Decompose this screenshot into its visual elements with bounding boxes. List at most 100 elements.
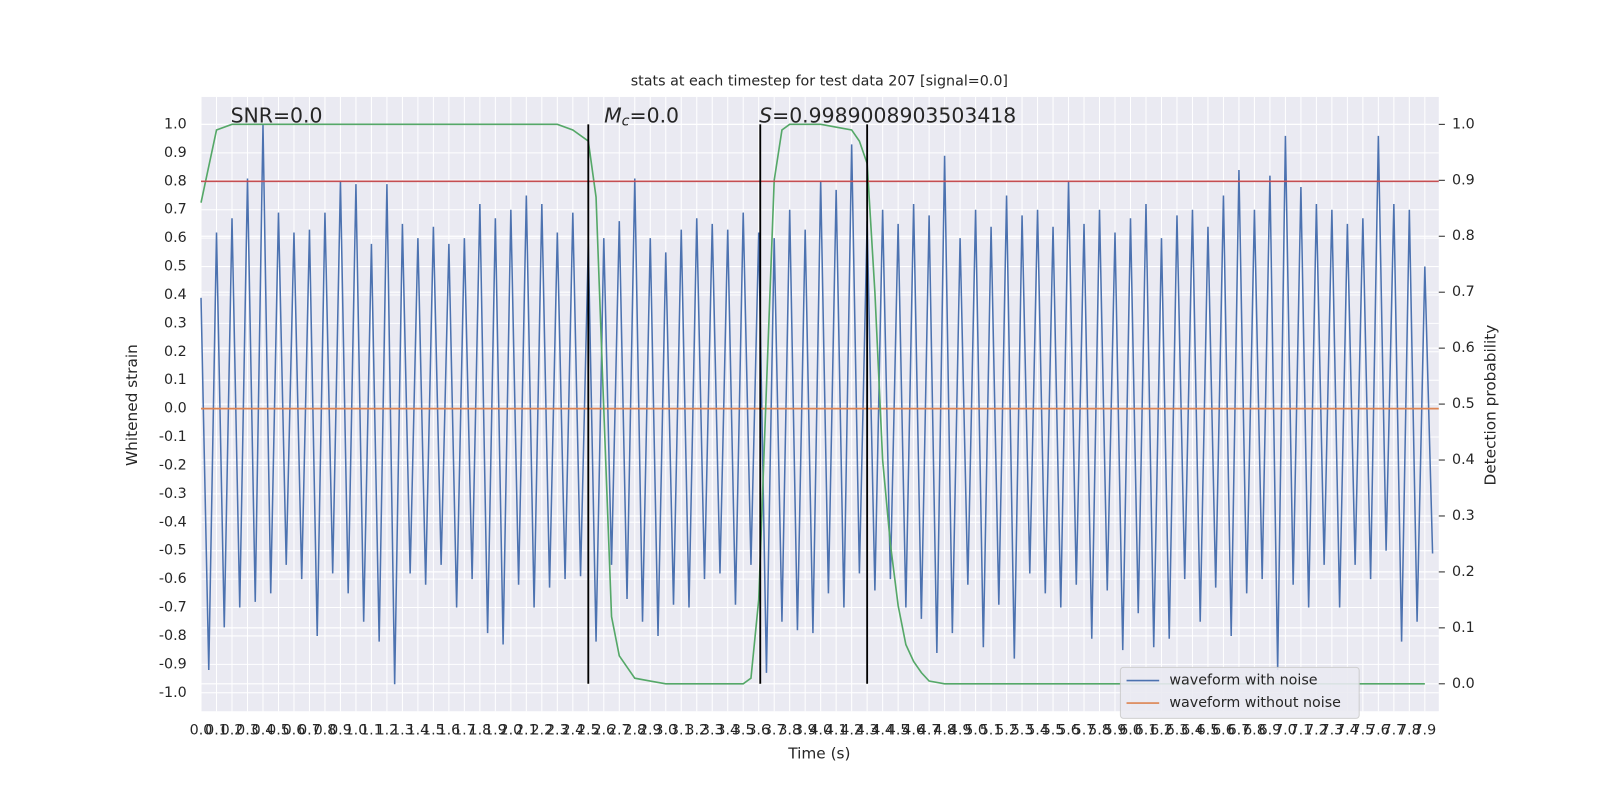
- x-tick-label: 4.5: [887, 723, 910, 739]
- axes: 0.00.10.20.30.40.50.60.70.80.91.01.11.21…: [159, 116, 1475, 738]
- annotation-mc: Mc=0.0: [604, 103, 679, 129]
- y2-tick-label: 0.6: [1452, 340, 1475, 356]
- marks: [200, 123, 1439, 685]
- legend: waveform with noise waveform without nois…: [1119, 666, 1360, 719]
- x-tick-label: 5.0: [964, 723, 987, 739]
- x-tick-label: 7.6: [1367, 723, 1390, 739]
- annotation-s: S=0.9989008903503418: [759, 103, 1016, 127]
- x-tick-label: 0.0: [190, 723, 213, 739]
- x-tick-label: 6.4: [1181, 723, 1204, 739]
- y-tick-label: -0.1: [159, 429, 187, 445]
- x-tick-label: 6.3: [1166, 723, 1189, 739]
- y2-tick-label: 0.1: [1452, 620, 1475, 636]
- x-tick-label: 3.3: [701, 723, 724, 739]
- x-tick-label: 5.9: [1104, 723, 1127, 739]
- x-tick-label: 4.1: [825, 723, 848, 739]
- x-tick-label: 2.1: [515, 723, 538, 739]
- y-tick-label: 0.7: [164, 202, 187, 218]
- x-tick-label: 5.1: [980, 723, 1003, 739]
- y-tick-label: 0.8: [164, 173, 187, 189]
- s-symbol: S: [759, 103, 772, 127]
- x-tick-label: 6.2: [1150, 723, 1173, 739]
- y-tick-label: -1.0: [159, 685, 187, 701]
- x-tick-label: 1.0: [345, 723, 368, 739]
- x-tick-label: 0.8: [314, 723, 337, 739]
- y-tick-label: 0.5: [164, 259, 187, 275]
- y-tick-label: -0.8: [159, 628, 187, 644]
- x-tick-label: 3.8: [778, 723, 801, 739]
- y-tick-label: -0.5: [159, 543, 187, 559]
- series-line: [200, 124, 1434, 685]
- y-tick-label: 0.9: [164, 145, 187, 161]
- x-tick-label: 7.5: [1352, 723, 1375, 739]
- y2-tick-label: 1.0: [1452, 116, 1475, 132]
- x-tick-label: 3.9: [794, 723, 817, 739]
- x-tick-label: 5.8: [1088, 723, 1111, 739]
- x-tick-label: 6.8: [1243, 723, 1266, 739]
- y2-tick-label: 0.3: [1452, 508, 1475, 524]
- x-tick-label: 3.1: [670, 723, 693, 739]
- y-tick-label: -0.2: [159, 457, 187, 473]
- mc-text: =0.0: [630, 103, 680, 127]
- y-axis-label: Whitened strain: [123, 344, 141, 466]
- x-tick-label: 4.0: [809, 723, 832, 739]
- chart-title: stats at each timestep for test data 207…: [631, 74, 1008, 90]
- legend-label: waveform without noise: [1169, 695, 1341, 711]
- x-tick-label: 1.3: [391, 723, 414, 739]
- x-tick-label: 6.7: [1228, 723, 1251, 739]
- y2-tick-label: 0.2: [1452, 564, 1475, 580]
- s-text: =0.9989008903503418: [772, 103, 1016, 127]
- x-axis-label: Time (s): [787, 745, 850, 763]
- x-tick-label: 0.4: [252, 723, 275, 739]
- x-tick-label: 3.4: [716, 723, 739, 739]
- x-tick-label: 0.9: [329, 723, 352, 739]
- x-tick-label: 0.7: [298, 723, 321, 739]
- x-tick-label: 3.7: [763, 723, 786, 739]
- x-tick-label: 7.7: [1383, 723, 1406, 739]
- series-line: [200, 123, 1425, 685]
- x-tick-label: 5.6: [1057, 723, 1080, 739]
- x-tick-label: 3.0: [654, 723, 677, 739]
- legend-box: [1119, 666, 1360, 719]
- x-tick-label: 2.6: [592, 723, 615, 739]
- y2-axis-label: Detection probability: [1481, 325, 1499, 486]
- mc-symbol: M: [604, 103, 622, 127]
- y-tick-label: -0.6: [159, 571, 187, 587]
- y2-tick-label: 0.7: [1452, 284, 1475, 300]
- y2-tick-label: 0.5: [1452, 396, 1475, 412]
- y-tick-label: 0.6: [164, 230, 187, 246]
- y-tick-label: 1.0: [164, 116, 187, 132]
- x-tick-label: 5.2: [995, 723, 1018, 739]
- y2-tick-label: 0.4: [1452, 452, 1475, 468]
- x-tick-label: 1.6: [438, 723, 461, 739]
- x-tick-label: 3.6: [747, 723, 770, 739]
- legend-label: waveform with noise: [1169, 673, 1317, 689]
- x-tick-label: 6.1: [1135, 723, 1158, 739]
- x-tick-label: 1.2: [376, 723, 399, 739]
- x-tick-label: 5.4: [1026, 723, 1049, 739]
- x-tick-label: 6.9: [1259, 723, 1282, 739]
- x-tick-label: 4.7: [918, 723, 941, 739]
- y-tick-label: -0.7: [159, 600, 187, 616]
- x-tick-label: 0.1: [205, 723, 228, 739]
- y2-tick-label: 0.8: [1452, 228, 1475, 244]
- y-tick-label: -0.3: [159, 486, 187, 502]
- x-tick-label: 2.7: [608, 723, 631, 739]
- x-tick-label: 7.3: [1321, 723, 1344, 739]
- x-tick-label: 2.8: [623, 723, 646, 739]
- x-tick-label: 0.3: [236, 723, 259, 739]
- x-tick-label: 3.2: [685, 723, 708, 739]
- x-tick-label: 2.5: [577, 723, 600, 739]
- x-tick-label: 4.6: [902, 723, 925, 739]
- x-tick-label: 0.6: [283, 723, 306, 739]
- x-tick-label: 4.3: [856, 723, 879, 739]
- x-tick-label: 6.5: [1197, 723, 1220, 739]
- x-tick-label: 0.5: [267, 723, 290, 739]
- x-tick-label: 2.2: [530, 723, 553, 739]
- mc-subscript: c: [622, 113, 630, 129]
- x-tick-label: 2.3: [546, 723, 569, 739]
- x-tick-label: 0.2: [221, 723, 244, 739]
- x-tick-label: 5.3: [1011, 723, 1034, 739]
- x-tick-label: 1.5: [422, 723, 445, 739]
- y-tick-label: 0.0: [164, 401, 187, 417]
